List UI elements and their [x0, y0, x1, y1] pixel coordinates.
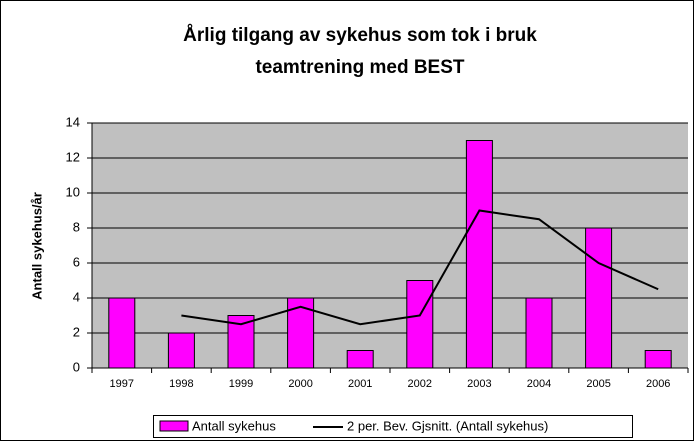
bar — [108, 297, 136, 369]
bar — [644, 350, 672, 369]
bar — [465, 140, 493, 369]
bar — [585, 227, 613, 369]
x-tick-label: 1997 — [110, 378, 134, 390]
y-tick-label: 10 — [66, 184, 80, 199]
x-tick-label: 2002 — [408, 378, 432, 390]
x-tick-label: 2003 — [467, 378, 491, 390]
y-tick-label: 8 — [73, 219, 80, 234]
y-tick-label: 4 — [73, 289, 80, 304]
bar — [346, 350, 374, 369]
x-tick-label: 2004 — [527, 378, 551, 390]
chart-title: Årlig tilgang av sykehus som tok i bruk — [183, 25, 537, 46]
chart-title: teamtrening med BEST — [255, 57, 464, 78]
legend-label: Antall sykehus — [192, 418, 276, 433]
y-tick-label: 2 — [73, 324, 80, 339]
legend-box — [153, 415, 633, 438]
bar — [525, 297, 553, 369]
legend-swatch — [159, 420, 189, 432]
bar — [406, 280, 434, 369]
y-tick-label: 12 — [66, 149, 80, 164]
y-tick-label: 14 — [66, 114, 80, 129]
legend-label: 2 per. Bev. Gjsnitt. (Antall sykehus) — [347, 418, 548, 433]
line — [181, 209, 659, 326]
x-tick-label: 1999 — [229, 378, 253, 390]
y-tick-label: 0 — [73, 359, 80, 374]
y-axis-label: Antall sykehus/år — [29, 192, 44, 300]
bar — [167, 332, 195, 369]
x-tick-label: 2005 — [586, 378, 610, 390]
x-tick-label: 2000 — [288, 378, 312, 390]
y-tick-label: 6 — [73, 254, 80, 269]
x-tick-label: 2006 — [646, 378, 670, 390]
x-tick-label: 2001 — [348, 378, 372, 390]
x-tick-label: 1998 — [169, 378, 193, 390]
